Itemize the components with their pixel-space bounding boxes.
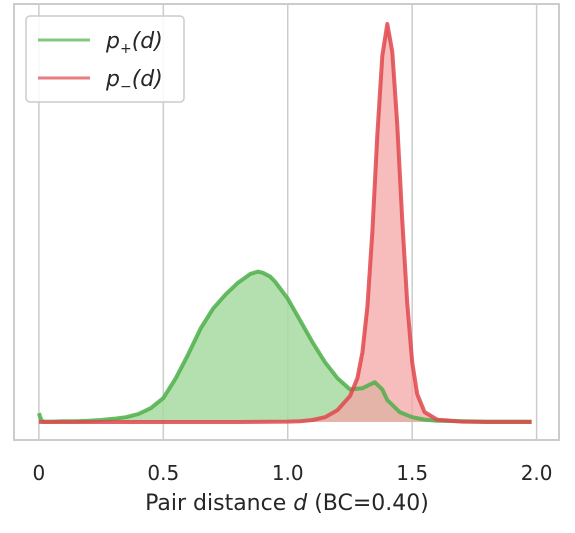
x-axis-label: Pair distance d (BC=0.40): [145, 491, 429, 516]
legend: p+(d) p−(d): [25, 15, 185, 103]
legend-label-p-minus: p−(d): [105, 67, 163, 95]
x-tick-label: 2.0: [521, 461, 553, 485]
area-p-plus: [38, 271, 532, 422]
legend-label-p-plus: p+(d): [105, 29, 163, 57]
legend-label-p-plus-arg: (d): [132, 29, 163, 54]
series-layer: [37, 22, 532, 424]
x-axis-label-prefix: Pair distance: [145, 491, 293, 516]
legend-label-p-minus-arg: (d): [132, 67, 163, 92]
legend-label-p-minus-base: p: [105, 67, 120, 92]
legend-label-p-plus-sub: +: [120, 41, 132, 57]
x-axis-label-suffix: (BC=0.40): [307, 491, 429, 516]
x-tick-label: 1.0: [272, 461, 304, 485]
legend-box: [25, 15, 185, 103]
x-tick-label: 1.5: [396, 461, 428, 485]
x-tick-labels: 0 0.5 1.0 1.5 2.0: [33, 461, 553, 485]
x-axis-label-var: d: [293, 491, 308, 516]
x-tick-label: 0: [33, 461, 46, 485]
x-tick-label: 0.5: [147, 461, 179, 485]
legend-label-p-minus-sub: −: [120, 79, 132, 95]
legend-label-p-plus-base: p: [105, 29, 120, 54]
line-p-minus: [38, 22, 532, 424]
